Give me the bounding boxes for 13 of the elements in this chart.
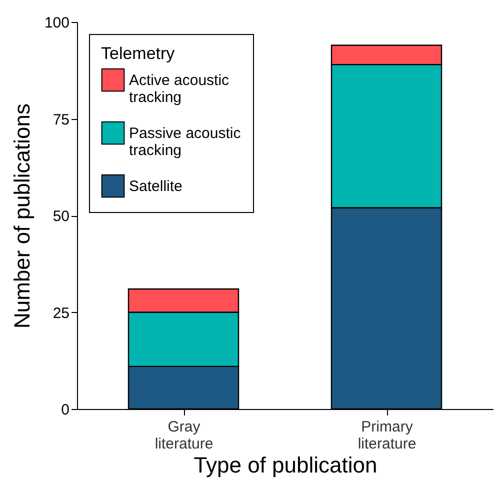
legend-label: Passive acoustic tracking	[129, 125, 242, 159]
y-axis-title: Number of publications	[9, 103, 34, 329]
x-axis-title: Type of publication	[194, 452, 378, 478]
legend-label: Satellite	[129, 178, 182, 195]
y-tick-label: 75	[52, 111, 70, 128]
legend-title: Telemetry	[101, 44, 176, 63]
y-tick-label: 25	[52, 304, 70, 322]
legend-label: Active acoustic tracking	[129, 72, 230, 106]
y-tick-label: 100	[44, 14, 70, 32]
y-tick-label: 0	[61, 402, 70, 418]
x-tick-label: Primary literature	[358, 418, 416, 452]
x-tick-label: Gray literature	[154, 418, 214, 452]
y-tick-label: 50	[52, 208, 70, 225]
